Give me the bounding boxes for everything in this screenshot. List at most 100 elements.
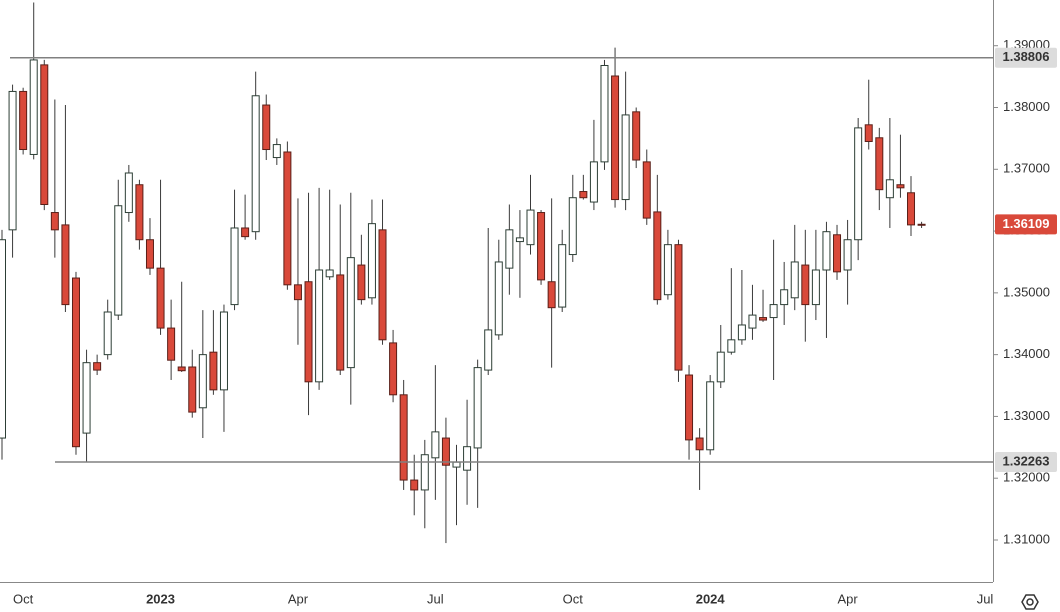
candle-body-down (801, 264, 810, 306)
candle-body-down (907, 192, 916, 226)
candle-body-down (19, 90, 28, 151)
y-tick-label: 1.31000 (1003, 531, 1050, 546)
candle-body-up (716, 351, 725, 383)
candle-body-down (241, 227, 250, 238)
candle-body-up (452, 461, 461, 468)
candle-body-down (304, 281, 313, 383)
candle-body-up (811, 269, 820, 306)
candle-body-down (71, 277, 80, 448)
level-label: 1.38806 (1003, 49, 1050, 64)
x-tick-label: Oct (13, 591, 34, 606)
candle-body-up (589, 161, 598, 203)
candle-body-up (769, 304, 778, 319)
settings-hexagon[interactable] (1021, 594, 1039, 610)
candle-body-up (780, 289, 789, 306)
candle-body-down (695, 437, 704, 451)
candle-body-up (272, 144, 281, 159)
x-tick-label: Apr (288, 591, 309, 606)
candle-body-down (547, 281, 556, 309)
candle-body-down (145, 239, 154, 269)
candle-body-up (558, 244, 567, 308)
level-label-box (995, 451, 1057, 472)
candle-body-down (61, 224, 70, 306)
y-tick-label: 1.34000 (1003, 346, 1050, 361)
candle-body-up (0, 239, 6, 439)
candle-body-down (293, 284, 302, 301)
y-tick-label: 1.35000 (1003, 284, 1050, 299)
candle-body-up (526, 209, 535, 246)
candle-body-up (29, 59, 38, 155)
x-tick-label: Oct (563, 591, 584, 606)
candle-body-up (124, 172, 133, 214)
candle-body-down (864, 124, 873, 142)
x-tick-label: Apr (837, 591, 858, 606)
candle-body-down (441, 437, 450, 466)
candle-body-down (579, 191, 588, 199)
candle-body-down (357, 264, 366, 301)
candle-body-up (822, 231, 831, 271)
candle-body-down (642, 161, 651, 219)
x-tick-label: Jul (977, 591, 994, 606)
candle-body-up (315, 269, 324, 383)
level-label-box (995, 47, 1057, 68)
candle-body-down (209, 351, 218, 391)
x-tick-label: Jul (427, 591, 444, 606)
candle-body-up (346, 257, 355, 369)
x-tick-label: 2023 (146, 591, 175, 606)
candle-body-up (568, 197, 577, 256)
candle-body-up (737, 324, 746, 341)
candles (0, 2, 926, 544)
candle-body-up (505, 229, 514, 269)
candle-body-up (420, 454, 429, 491)
candle-body-down (875, 137, 884, 191)
candle-body-up (431, 431, 440, 459)
candle-body-down (653, 211, 662, 301)
candle-body-up (367, 223, 376, 299)
candle-body-up (230, 227, 239, 306)
candle-body-up (325, 269, 334, 278)
candle-body-down (399, 394, 408, 481)
candle-body-down (759, 317, 768, 321)
candle-body-down (262, 104, 271, 151)
settings-center[interactable] (1026, 598, 1034, 606)
candle-body-down (611, 75, 620, 201)
candle-body-up (219, 311, 228, 391)
candle-body-up (103, 311, 112, 356)
candle-body-up (885, 179, 894, 199)
candle-body-up (251, 95, 260, 233)
y-tick-label: 1.38000 (1003, 99, 1050, 114)
candle-body-down (685, 374, 694, 441)
candle-body-down (167, 327, 176, 361)
candle-body-up (463, 446, 472, 471)
candle-body-down (833, 234, 842, 273)
candle-body-up (727, 339, 736, 353)
candle-body-down (336, 274, 345, 371)
candle-body-down (410, 479, 419, 491)
candle-body-down (50, 212, 59, 231)
candle-body-up (843, 239, 852, 271)
candle-body-up (8, 90, 17, 231)
candle-body-up (473, 367, 482, 449)
candle-body-down (135, 184, 144, 241)
candle-body-down (156, 267, 165, 329)
settings-icon[interactable] (1021, 594, 1039, 610)
candle-body-down (378, 229, 387, 341)
candle-body-up (484, 329, 493, 371)
x-tick-label: 2024 (696, 591, 726, 606)
candle-body-down (93, 362, 102, 371)
candle-body-up (748, 314, 757, 329)
candle-body-up (494, 261, 503, 336)
candle-body-up (515, 237, 524, 243)
candle-body-up (790, 261, 799, 299)
y-tick-label: 1.37000 (1003, 161, 1050, 176)
last-price-label: 1.36109 (1003, 216, 1050, 231)
candle-body-down (674, 244, 683, 371)
candle-body-up (854, 127, 863, 241)
candle-body-up (600, 64, 609, 163)
candle-body-down (177, 366, 186, 372)
last-price-box (995, 214, 1057, 235)
candle-body-down (40, 64, 49, 206)
level-label: 1.32263 (1003, 453, 1050, 468)
candle-body-up (663, 244, 672, 296)
